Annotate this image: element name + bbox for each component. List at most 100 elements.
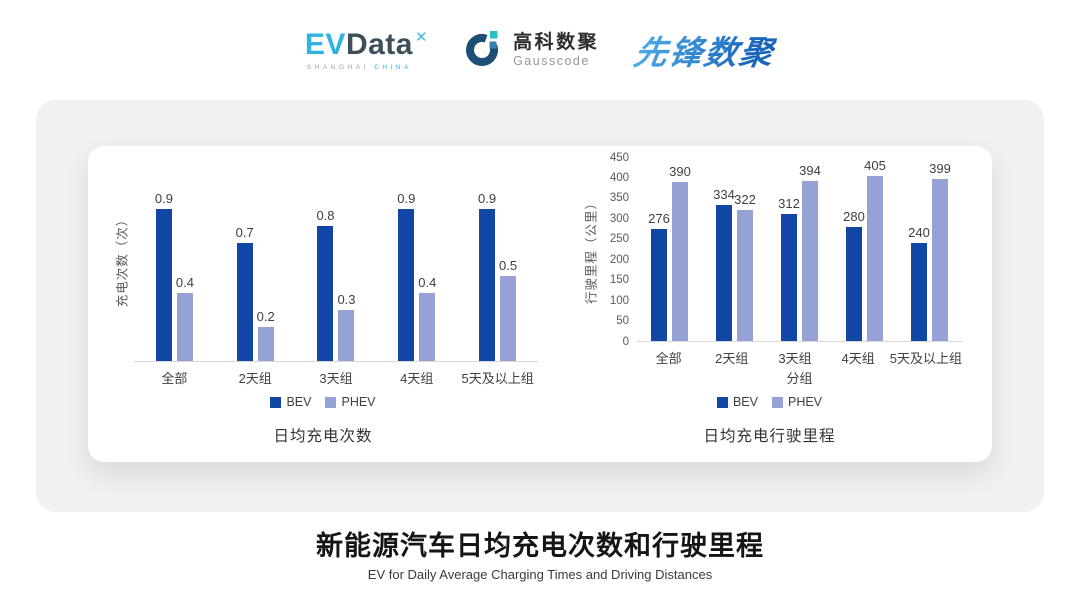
value-label: 312: [778, 196, 800, 211]
value-label: 399: [929, 161, 951, 176]
category-label: 5天及以上组: [889, 351, 962, 366]
legend-item-phev: PHEV: [325, 395, 376, 409]
phev-bar: [802, 181, 818, 341]
bar-slot: 0.9: [397, 191, 415, 361]
y-axis-label: 行驶里程（公里）: [577, 158, 603, 342]
bar-slot: 0.8: [316, 208, 335, 361]
value-label: 0.4: [175, 275, 194, 290]
bar-group: 0.7 0.2: [236, 225, 275, 361]
logo-bar: EVData ✕ SHANGHAI CHINA 高科数聚 Gausscode 先锋…: [0, 0, 1080, 100]
legend-item-bev: BEV: [716, 395, 758, 409]
bar-slot: 0.7: [236, 225, 254, 361]
evdata-ev-text: EV: [304, 27, 346, 61]
category-label: 3天组: [778, 351, 812, 366]
bev-bar: [236, 243, 253, 361]
value-label: 322: [734, 192, 756, 207]
value-label: 0.3: [337, 292, 356, 307]
legend: BEV PHEV: [577, 394, 962, 410]
phev-bar: [338, 310, 355, 361]
value-label: 390: [669, 164, 691, 179]
value-label: 334: [713, 187, 735, 202]
category-label: 4天组: [841, 351, 875, 366]
bev-bar: [155, 209, 172, 361]
chart-title: 日均充电行驶里程: [703, 428, 836, 445]
phev-bar: [932, 179, 948, 341]
bar-slot: 276: [648, 211, 670, 341]
value-label: 0.9: [478, 191, 497, 206]
phev-bar: [419, 293, 436, 361]
bev-bar: [317, 226, 334, 361]
x-axis-title: 分组: [786, 371, 813, 386]
y-axis-tick: 400: [609, 171, 629, 184]
value-label: 0.2: [256, 309, 275, 324]
y-axis-tick: 50: [616, 314, 629, 327]
value-label: 0.9: [397, 191, 416, 206]
poster-subtitle: EV for Daily Average Charging Times and …: [367, 567, 713, 583]
chart-body: 充电次数（次） 0.9 0.4 0.7 0.2 0.8 0.3 0.9 0.4 0.9 0.5: [108, 158, 538, 362]
bev-bar: [781, 214, 797, 341]
value-label: 0.5: [499, 258, 518, 273]
bar-slot: 0.9: [155, 191, 173, 361]
gausscode-text: 高科数聚 Gausscode: [513, 32, 599, 68]
value-label: 276: [648, 211, 670, 226]
x-axis-categories: 全部 2天组 3天组 4天组 5天及以上组: [134, 362, 538, 386]
bar-slot: 0.3: [337, 292, 356, 361]
chart-daily-driving-distance: 行驶里程（公里） 0 50 100 150 200 250 300 350 400 450 276…: [577, 152, 962, 445]
bev-bar: [651, 229, 667, 341]
category-label: 全部: [161, 371, 188, 386]
legend-label: BEV: [286, 395, 312, 409]
bev-bar: [479, 209, 496, 361]
legend-swatch-icon: [771, 396, 783, 408]
category-label: 2天组: [715, 351, 749, 366]
bev-bar: [846, 227, 862, 341]
evdata-subtitle-shanghai: SHANGHAI: [306, 63, 369, 71]
value-label: 280: [843, 209, 865, 224]
bar-slot: 0.4: [176, 275, 194, 361]
bar-group: 0.8 0.3: [316, 208, 356, 361]
y-axis-tick: 200: [609, 253, 629, 266]
phev-bar: [257, 327, 274, 361]
y-axis-tick: 100: [609, 294, 629, 307]
poster-footer: 新能源汽车日均充电次数和行驶里程 EV for Daily Average Ch…: [0, 530, 1080, 582]
poster-title: 新能源汽车日均充电次数和行驶里程: [316, 531, 764, 561]
value-label: 0.8: [316, 208, 335, 223]
bar-slot: 0.4: [418, 275, 436, 361]
bev-bar: [911, 243, 927, 341]
legend-label: PHEV: [341, 395, 376, 409]
bar-group: 280 405: [843, 158, 886, 341]
bar-group: 312 394: [778, 163, 821, 341]
bar-slot: 0.9: [478, 191, 496, 361]
evdata-subtitle: SHANGHAI CHINA: [305, 64, 428, 71]
bar-slot: 405: [864, 158, 886, 341]
plot-area: 276 390 334 322 312 394 280 405 240 399: [637, 158, 962, 342]
evdata-logo: EVData ✕ SHANGHAI CHINA: [304, 27, 428, 71]
phev-bar: [867, 176, 883, 341]
bar-slot: 0.5: [499, 258, 517, 361]
y-axis-tick: 0: [622, 335, 629, 348]
legend-label: PHEV: [787, 395, 823, 409]
bar-group: 334 322: [713, 187, 756, 341]
value-label: 394: [799, 163, 821, 178]
legend-item-bev: BEV: [270, 395, 311, 409]
charts-panel: 充电次数（次） 0.9 0.4 0.7 0.2 0.8 0.3 0.9 0.4 0.9 0.5 全…: [36, 100, 1044, 512]
bar-slot: 280: [843, 209, 865, 341]
value-label: 0.9: [154, 191, 173, 206]
value-label: 0.4: [418, 275, 437, 290]
phev-bar: [737, 210, 753, 341]
category-label: 2天组: [238, 371, 272, 386]
bar-group: 0.9 0.4: [155, 191, 194, 361]
bev-bar: [716, 205, 732, 341]
bar-slot: 0.2: [257, 309, 275, 361]
y-axis-tick: 350: [609, 192, 629, 205]
y-axis-label-text: 充电次数（次）: [115, 212, 130, 308]
bar-group: 0.9 0.4: [397, 191, 436, 361]
y-axis-label-text: 行驶里程（公里）: [584, 195, 599, 305]
legend-swatch-icon: [716, 396, 728, 408]
phev-bar: [500, 276, 517, 361]
evdata-wordmark: EVData ✕: [304, 27, 428, 61]
pioneer-logo: 先锋数聚: [631, 26, 779, 74]
chart-card: 充电次数（次） 0.9 0.4 0.7 0.2 0.8 0.3 0.9 0.4 0.9 0.5 全…: [88, 146, 992, 462]
gausscode-name-cn: 高科数聚: [513, 32, 600, 54]
evdata-subtitle-china: CHINA: [374, 63, 412, 71]
bar-slot: 312: [778, 196, 800, 341]
